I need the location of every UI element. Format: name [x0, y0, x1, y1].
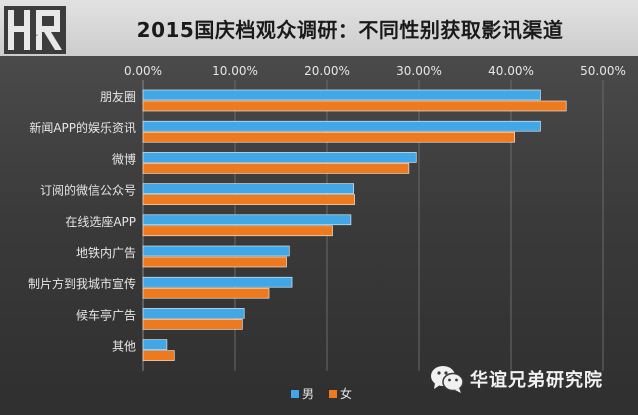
female-bar: [142, 225, 333, 237]
male-bar: [142, 245, 290, 257]
logo-text: HR: [35, 35, 39, 37]
male-bar: [142, 339, 168, 350]
male-bar: [142, 89, 541, 101]
male-bar: [142, 308, 245, 319]
female-bar: [142, 287, 270, 299]
legend-swatch: [291, 390, 299, 398]
x-tick-label: 20.00%: [304, 64, 350, 78]
category-label: 候车亭广告: [76, 307, 136, 322]
bars: [142, 89, 567, 361]
female-bar: [142, 256, 287, 268]
male-bar: [142, 152, 417, 163]
category-label: 订阅的微信公众号: [40, 183, 136, 198]
x-tick-labels: 0.00% 10.00% 20.00% 30.00% 40.00% 50.00%: [124, 64, 626, 78]
female-bar: [142, 194, 355, 205]
category-label: 朋友圈: [100, 90, 136, 104]
chart-title: 2015国庆档观众调研：不同性别获取影讯渠道: [136, 18, 564, 42]
female-bar: [142, 131, 515, 143]
category-label: 制片方到我城市宣传: [28, 276, 136, 291]
legend: 男女: [291, 386, 352, 401]
legend-label: 男: [302, 387, 314, 401]
x-tick-label: 50.00%: [580, 64, 626, 78]
watermark-text: 华谊兄弟研究院: [470, 370, 603, 391]
x-tick-label: 30.00%: [396, 64, 442, 78]
hr-logo-icon: HR: [4, 6, 66, 54]
legend-label: 女: [340, 386, 352, 401]
x-tick-label: 0.00%: [124, 64, 162, 78]
male-bar: [142, 183, 354, 194]
female-bar: [142, 100, 567, 112]
male-bar: [142, 120, 541, 132]
category-label: 在线选座APP: [65, 214, 136, 229]
legend-swatch: [329, 390, 337, 398]
watermark: 华谊兄弟研究院: [430, 362, 603, 396]
x-tick-label: 40.00%: [488, 64, 534, 78]
category-label: 新闻APP的娱乐资讯: [29, 120, 136, 135]
wechat-icon: [431, 366, 464, 393]
x-tick-label: 10.00%: [212, 64, 258, 78]
female-bar: [142, 163, 410, 174]
male-bar: [142, 214, 352, 226]
category-label: 微博: [112, 151, 136, 166]
female-bar: [142, 350, 175, 361]
header-bar: HR 2015国庆档观众调研：不同性别获取影讯渠道: [0, 0, 638, 56]
category-label: 地铁内广告: [76, 246, 136, 260]
female-bar: [142, 319, 243, 330]
category-label: 其他: [112, 340, 136, 354]
male-bar: [142, 276, 293, 288]
